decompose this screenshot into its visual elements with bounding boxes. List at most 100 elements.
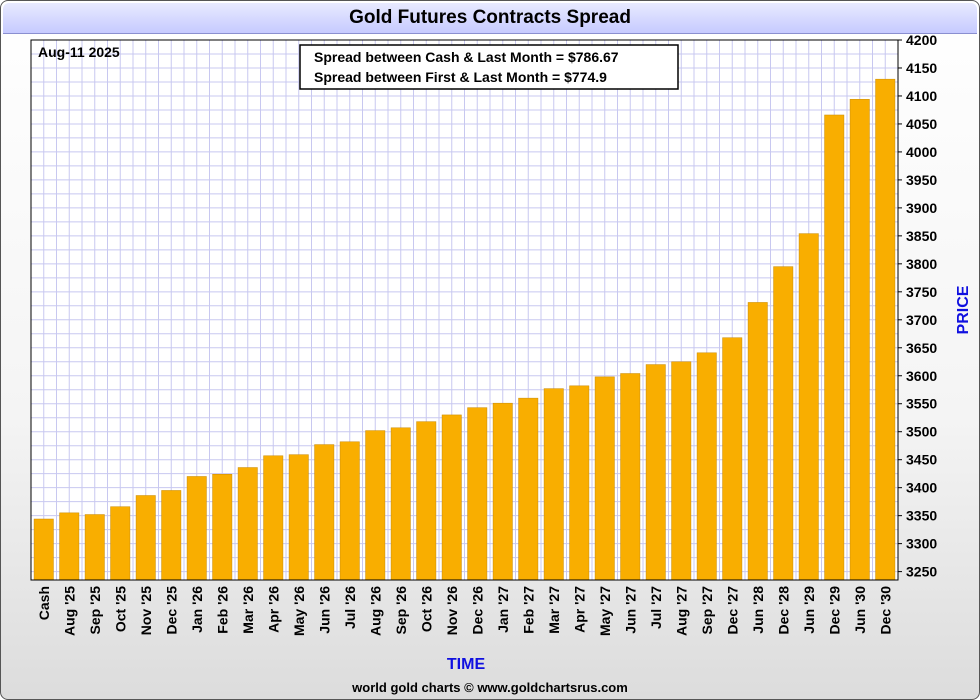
bar-jun-29 [798, 233, 819, 581]
x-tick-label: Sep '27 [699, 586, 715, 635]
bar-sep-26 [390, 427, 411, 581]
x-tick-label: Aug '25 [61, 586, 77, 636]
x-tick-label: Dec '28 [775, 586, 791, 635]
x-tick-label: Jan '27 [495, 586, 511, 633]
bar-dec-25 [161, 490, 182, 581]
bars [33, 78, 896, 581]
bar-aug-27 [671, 361, 692, 581]
y-tick-label: 4150 [906, 60, 937, 76]
spread-first-last: Spread between First & Last Month = $774… [314, 69, 607, 85]
x-tick-label: Dec '30 [877, 586, 893, 635]
x-tick-label: Dec '26 [469, 586, 485, 635]
x-tick-label: Mar '27 [546, 586, 562, 634]
bar-apr-27 [569, 385, 590, 581]
x-tick-label: Feb '26 [214, 586, 230, 634]
y-tick-label: 3800 [906, 256, 937, 272]
x-tick-label: Oct '26 [418, 586, 434, 632]
y-tick-label: 3250 [906, 564, 937, 580]
x-tick-label: Oct '25 [112, 586, 128, 632]
x-tick-label: Jun '26 [316, 586, 332, 634]
bar-sep-25 [84, 514, 105, 581]
x-tick-label: Aug '27 [673, 586, 689, 636]
bar-dec-26 [467, 407, 488, 581]
bar-may-26 [288, 454, 309, 581]
x-tick-label: Sep '25 [87, 586, 103, 635]
bar-aug-25 [59, 512, 80, 581]
y-tick-label: 3850 [906, 228, 937, 244]
x-tick-labels: Cash Aug '25 Sep '25 Oct '25 Nov '25 Dec '25 J… [36, 586, 894, 636]
x-tick-label: Apr '26 [265, 586, 281, 633]
y-tick-label: 3950 [906, 172, 937, 188]
y-tick-label: 4200 [906, 32, 937, 48]
bar-oct-26 [416, 421, 437, 581]
x-tick-label: Nov '26 [444, 586, 460, 635]
y-tick-label: 4000 [906, 144, 937, 160]
bar-dec-29 [824, 114, 845, 581]
x-tick-label: Jul '26 [342, 586, 358, 629]
bar-nov-26 [441, 414, 462, 581]
x-tick-label: Jan '26 [189, 586, 205, 633]
x-tick-label: May '27 [597, 586, 613, 636]
bar-jul-27 [645, 364, 666, 581]
bar-cash [33, 518, 54, 581]
bar-feb-26 [212, 473, 233, 581]
y-tick-label: 3400 [906, 480, 937, 496]
x-tick-label: Dec '29 [826, 586, 842, 635]
bar-jan-26 [186, 476, 207, 581]
y-tick-label: 3500 [906, 424, 937, 440]
x-tick-label: Jun '28 [750, 586, 766, 634]
x-tick-label: Nov '25 [138, 586, 154, 635]
x-tick-label: Dec '27 [724, 586, 740, 635]
x-tick-label: Aug '26 [367, 586, 383, 636]
bar-may-27 [594, 376, 615, 581]
x-tick-label: Feb '27 [520, 586, 536, 634]
x-tick-label: Cash [36, 586, 52, 620]
y-tick-label: 3600 [906, 368, 937, 384]
bar-feb-27 [518, 397, 539, 581]
x-axis-title: TIME [447, 656, 486, 673]
spread-cash-last: Spread between Cash & Last Month = $786.… [314, 49, 619, 65]
y-tick-label: 3350 [906, 508, 937, 524]
y-tick-label: 3650 [906, 340, 937, 356]
plot-border [30, 39, 899, 581]
x-tick-label: Jul '27 [648, 586, 664, 629]
spread-info-box: Spread between Cash & Last Month = $786.… [299, 44, 679, 90]
chart-title: Gold Futures Contracts Spread [3, 3, 977, 34]
date-label: Aug-11 2025 [38, 44, 120, 60]
x-tick-label: Sep '26 [393, 586, 409, 635]
y-axis-title: PRICE [955, 285, 972, 334]
y-tick-label: 3900 [906, 200, 937, 216]
bar-oct-25 [110, 506, 131, 581]
y-tick-label: 3450 [906, 452, 937, 468]
y-tick-labels: 3250 3300 3350 3400 3450 3500 3550 3600 3650 3700… [898, 32, 937, 580]
bar-jul-26 [339, 441, 360, 581]
x-tick-label: Mar '26 [240, 586, 256, 634]
bar-dec-28 [773, 266, 794, 581]
bar-mar-26 [237, 467, 258, 581]
bar-jun-27 [620, 373, 641, 581]
x-tick-label: Apr '27 [571, 586, 587, 633]
footer-credit: world gold charts © www.goldchartsrus.co… [352, 680, 628, 695]
bar-dec-30 [875, 78, 896, 581]
bar-dec-27 [722, 337, 743, 581]
x-tick-label: Dec '25 [163, 586, 179, 635]
x-tick-label: Jun '30 [852, 586, 868, 634]
y-tick-label: 3750 [906, 284, 937, 300]
bar-nov-25 [135, 495, 156, 581]
bar-mar-27 [543, 388, 564, 581]
x-tick-label: Jun '29 [801, 586, 817, 634]
bar-aug-26 [365, 430, 386, 581]
y-tick-label: 4050 [906, 116, 937, 132]
x-tick-label: May '26 [291, 586, 307, 636]
bar-jun-28 [747, 302, 768, 581]
y-tick-label: 3700 [906, 312, 937, 328]
bar-jun-30 [849, 99, 870, 581]
bar-sep-27 [696, 352, 717, 581]
y-tick-label: 4100 [906, 88, 937, 104]
y-tick-label: 3300 [906, 536, 937, 552]
x-tick-label: Jun '27 [622, 586, 638, 634]
y-tick-label: 3550 [906, 396, 937, 412]
bar-apr-26 [263, 455, 284, 581]
bar-jan-27 [492, 402, 513, 581]
